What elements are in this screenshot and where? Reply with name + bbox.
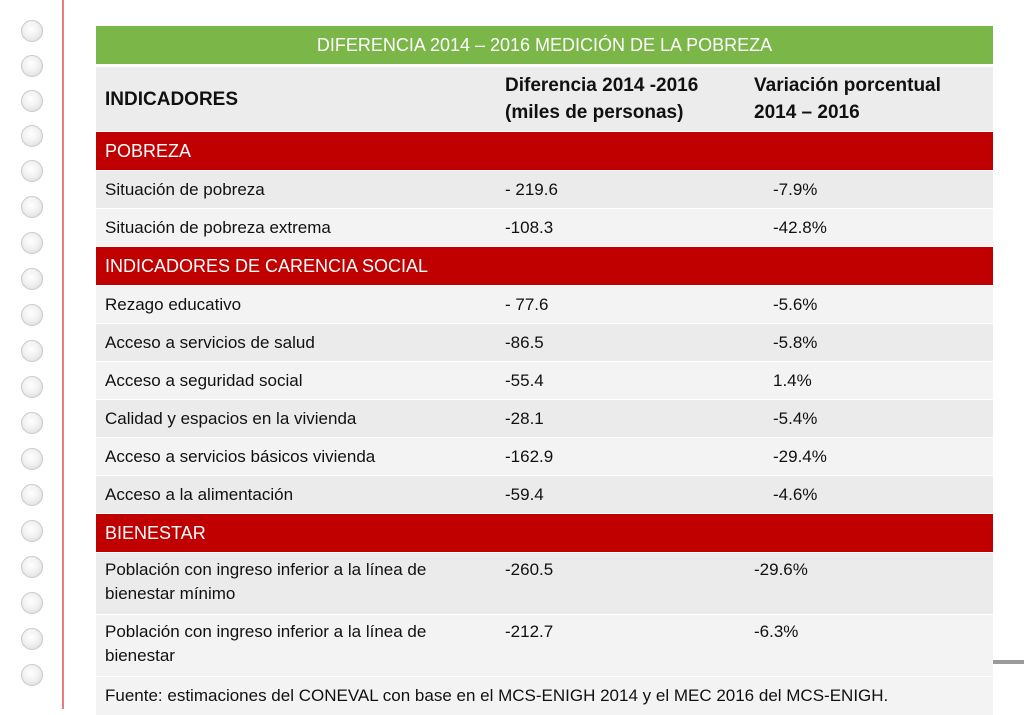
- difference-cell: -108.3: [496, 209, 745, 247]
- variation-cell: -29.4%: [745, 438, 993, 476]
- difference-cell: -212.7: [496, 615, 745, 677]
- binding-ring: [21, 412, 43, 434]
- source-row: Fuente: estimaciones del CONEVAL con bas…: [96, 677, 993, 715]
- table-row: Situación de pobreza- 219.6-7.9%: [96, 171, 993, 209]
- indicator-cell: Acceso a servicios de salud: [96, 324, 496, 362]
- poverty-table: DIFERENCIA 2014 – 2016 MEDICIÓN DE LA PO…: [96, 26, 993, 715]
- section-label: BIENESTAR: [96, 514, 993, 553]
- table-row: Rezago educativo- 77.6-5.6%: [96, 286, 993, 324]
- table-header-row: INDICADORES Diferencia 2014 -2016 (miles…: [96, 66, 993, 132]
- variation-cell: -6.3%: [745, 615, 993, 677]
- table-row: Población con ingreso inferior a la líne…: [96, 553, 993, 615]
- margin-line: [62, 0, 64, 709]
- binding-ring: [21, 160, 43, 182]
- notebook-binding: [0, 0, 62, 709]
- binding-ring: [21, 20, 43, 42]
- source-note: Fuente: estimaciones del CONEVAL con bas…: [96, 677, 993, 715]
- binding-ring: [21, 55, 43, 77]
- binding-ring: [21, 556, 43, 578]
- binding-ring: [21, 664, 43, 686]
- binding-ring: [21, 340, 43, 362]
- section-label: INDICADORES DE CARENCIA SOCIAL: [96, 247, 993, 286]
- binding-ring: [21, 304, 43, 326]
- variation-cell: -5.8%: [745, 324, 993, 362]
- difference-cell: - 77.6: [496, 286, 745, 324]
- indicator-cell: Población con ingreso inferior a la líne…: [96, 553, 496, 615]
- section-label: POBREZA: [96, 132, 993, 171]
- variation-cell: -5.6%: [745, 286, 993, 324]
- corner-mark: [993, 660, 1024, 664]
- difference-cell: -162.9: [496, 438, 745, 476]
- binding-ring: [21, 592, 43, 614]
- variation-cell: 1.4%: [745, 362, 993, 400]
- table-title-row: DIFERENCIA 2014 – 2016 MEDICIÓN DE LA PO…: [96, 26, 993, 66]
- binding-ring: [21, 268, 43, 290]
- section-row: INDICADORES DE CARENCIA SOCIAL: [96, 247, 993, 286]
- variation-cell: -4.6%: [745, 476, 993, 514]
- table-row: Acceso a la alimentación-59.4-4.6%: [96, 476, 993, 514]
- header-variation: Variación porcentual 2014 – 2016: [745, 66, 993, 132]
- binding-ring: [21, 90, 43, 112]
- indicator-cell: Acceso a servicios básicos vivienda: [96, 438, 496, 476]
- binding-ring: [21, 484, 43, 506]
- binding-ring: [21, 376, 43, 398]
- section-row: BIENESTAR: [96, 514, 993, 553]
- indicator-cell: Situación de pobreza extrema: [96, 209, 496, 247]
- table-row: Calidad y espacios en la vivienda-28.1-5…: [96, 400, 993, 438]
- binding-ring: [21, 448, 43, 470]
- difference-cell: -55.4: [496, 362, 745, 400]
- variation-cell: -42.8%: [745, 209, 993, 247]
- table-row: Población con ingreso inferior a la líne…: [96, 615, 993, 677]
- section-row: POBREZA: [96, 132, 993, 171]
- difference-cell: -28.1: [496, 400, 745, 438]
- table-row: Situación de pobreza extrema-108.3-42.8%: [96, 209, 993, 247]
- table-title: DIFERENCIA 2014 – 2016 MEDICIÓN DE LA PO…: [96, 26, 993, 66]
- indicator-cell: Situación de pobreza: [96, 171, 496, 209]
- binding-ring: [21, 520, 43, 542]
- header-difference: Diferencia 2014 -2016 (miles de personas…: [496, 66, 745, 132]
- table-row: Acceso a servicios de salud-86.5-5.8%: [96, 324, 993, 362]
- indicator-cell: Calidad y espacios en la vivienda: [96, 400, 496, 438]
- variation-cell: -7.9%: [745, 171, 993, 209]
- binding-ring: [21, 232, 43, 254]
- binding-ring: [21, 125, 43, 147]
- binding-ring: [21, 196, 43, 218]
- variation-cell: -5.4%: [745, 400, 993, 438]
- difference-cell: -59.4: [496, 476, 745, 514]
- binding-ring: [21, 628, 43, 650]
- indicator-cell: Rezago educativo: [96, 286, 496, 324]
- difference-cell: -260.5: [496, 553, 745, 615]
- variation-cell: -29.6%: [745, 553, 993, 615]
- indicator-cell: Acceso a la alimentación: [96, 476, 496, 514]
- difference-cell: - 219.6: [496, 171, 745, 209]
- table-row: Acceso a servicios básicos vivienda-162.…: [96, 438, 993, 476]
- header-indicators: INDICADORES: [96, 66, 496, 132]
- difference-cell: -86.5: [496, 324, 745, 362]
- indicator-cell: Población con ingreso inferior a la líne…: [96, 615, 496, 677]
- indicator-cell: Acceso a seguridad social: [96, 362, 496, 400]
